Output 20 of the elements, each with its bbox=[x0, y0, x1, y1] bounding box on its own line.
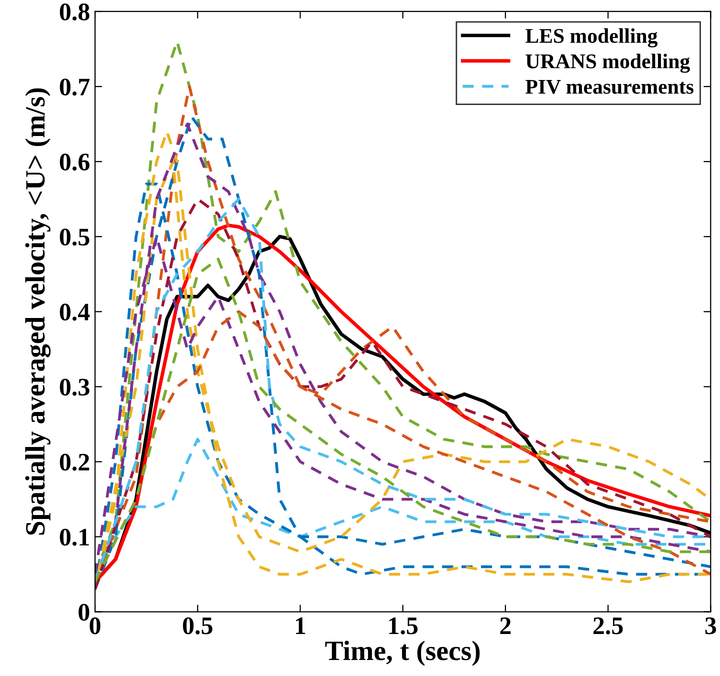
y-tick-label: 0.8 bbox=[60, 4, 90, 21]
y-tick-label: 0.3 bbox=[60, 378, 90, 396]
x-tick-label: 2.5 bbox=[593, 617, 623, 634]
x-axis-title: Time, t (secs) bbox=[325, 640, 480, 666]
x-tick-label: 3 bbox=[705, 617, 716, 634]
legend-label: PIV measurements bbox=[526, 80, 694, 94]
x-tick-label: 1 bbox=[296, 617, 306, 634]
y-tick-label: 0.7 bbox=[60, 78, 90, 96]
x-tick-label: 1.5 bbox=[389, 617, 418, 634]
legend-label: LES modelling bbox=[526, 28, 658, 48]
y-tick-label: 0.2 bbox=[60, 454, 90, 471]
legend-label: URANS modelling bbox=[526, 54, 690, 73]
x-tick-label: 0.5 bbox=[182, 617, 212, 634]
y-tick-label: 0.5 bbox=[60, 228, 90, 246]
y-tick-label: 0.4 bbox=[60, 304, 90, 321]
y-tick-label: 0.1 bbox=[60, 528, 89, 546]
y-tick-label: 0 bbox=[78, 604, 90, 621]
x-tick-label: 2 bbox=[500, 617, 511, 634]
y-axis-title: Spatially averaged velocity, <U> (m/s) bbox=[25, 88, 51, 535]
y-tick-label: 0.6 bbox=[60, 154, 90, 171]
